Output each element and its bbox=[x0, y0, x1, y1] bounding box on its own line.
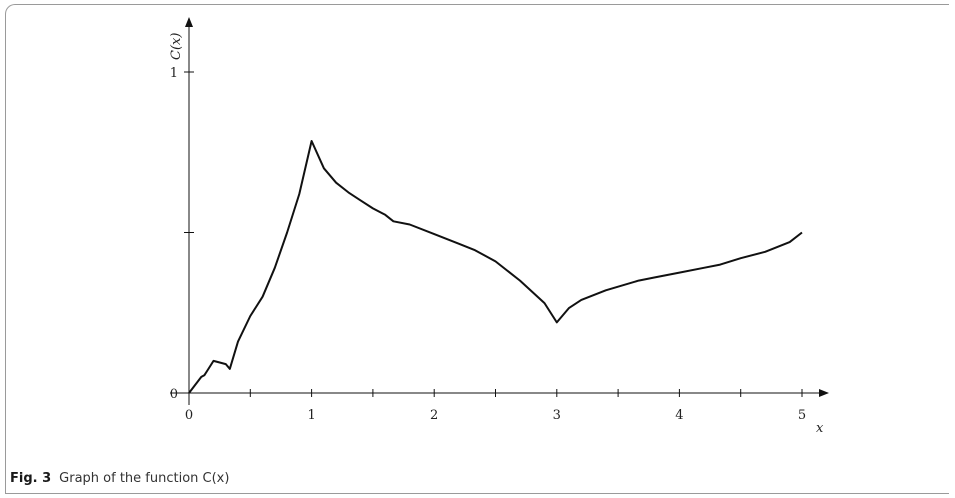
y-ticks: 01 bbox=[170, 66, 194, 402]
caption-text: Graph of the function C(x) bbox=[59, 471, 230, 486]
x-tick-label: 3 bbox=[553, 408, 561, 423]
y-tick-label: 1 bbox=[170, 66, 178, 81]
y-tick-label: 0 bbox=[170, 387, 178, 402]
x-tick-label: 5 bbox=[798, 408, 806, 423]
x-ticks: 0 1 2 3 4 5 bbox=[185, 389, 806, 423]
x-axis-label: x bbox=[816, 421, 824, 436]
figure-caption: Fig. 3 Graph of the function C(x) bbox=[10, 471, 229, 486]
series-line bbox=[188, 140, 803, 394]
figure-frame bbox=[5, 4, 949, 494]
figure-number: Fig. 3 bbox=[10, 471, 52, 486]
x-tick-label: 2 bbox=[430, 408, 438, 423]
y-axis-label: C(x) bbox=[169, 33, 184, 60]
x-tick-label: 0 bbox=[185, 408, 193, 423]
x-tick-label: 4 bbox=[675, 408, 683, 423]
x-tick-label: 1 bbox=[307, 408, 315, 423]
